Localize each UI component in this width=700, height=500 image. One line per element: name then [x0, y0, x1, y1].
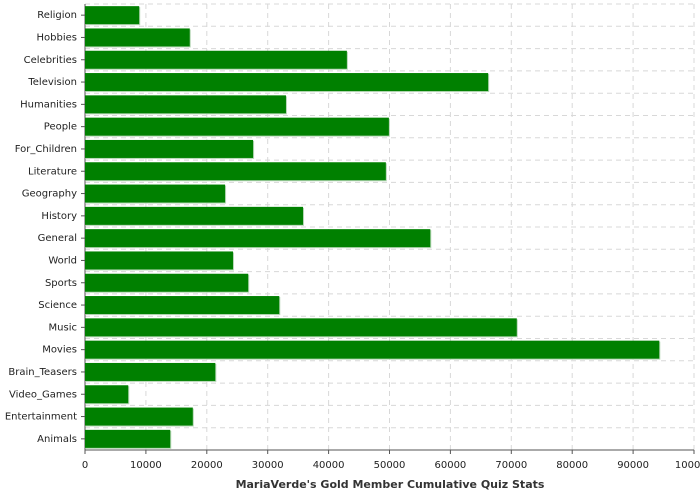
bar: [85, 206, 304, 225]
y-tick-label: General: [38, 233, 77, 244]
y-tick-label: Movies: [42, 345, 77, 356]
y-tick-label: People: [44, 122, 77, 133]
y-tick-label: For_Children: [15, 144, 77, 155]
y-tick-label: Science: [38, 300, 77, 311]
x-tick-label: 50000: [374, 460, 406, 471]
x-tick-label: 40000: [313, 460, 345, 471]
bar: [85, 273, 249, 292]
y-tick-label: Sports: [45, 278, 77, 289]
y-tick-label: World: [48, 255, 77, 266]
bar: [85, 340, 660, 359]
bar: [85, 50, 347, 69]
y-tick-label: Television: [27, 77, 77, 88]
y-tick-label: Hobbies: [37, 32, 77, 43]
bar: [85, 117, 389, 136]
x-tick-label: 60000: [434, 460, 466, 471]
y-tick-label: Brain_Teasers: [8, 367, 77, 378]
bar: [85, 251, 233, 270]
bar: [85, 73, 489, 92]
y-tick-label: Religion: [37, 10, 77, 21]
x-axis-title: MariaVerde's Gold Member Cumulative Quiz…: [236, 478, 545, 491]
bar: [85, 95, 286, 114]
y-tick-label: Geography: [22, 189, 77, 200]
bar: [85, 6, 140, 25]
x-tick-label: 100000: [675, 460, 700, 471]
bar: [85, 229, 431, 248]
x-tick-label: 70000: [495, 460, 527, 471]
x-tick-label: 10000: [130, 460, 162, 471]
bar: [85, 139, 254, 158]
y-tick-label: Celebrities: [24, 55, 77, 66]
y-tick-label: Humanities: [20, 99, 77, 110]
bar: [85, 385, 129, 404]
y-tick-label: Video_Games: [9, 389, 77, 400]
y-tick-label: Literature: [28, 166, 77, 177]
y-tick-label: History: [41, 211, 77, 222]
x-tick-label: 20000: [191, 460, 223, 471]
x-tick-label: 0: [82, 460, 88, 471]
bar: [85, 184, 226, 203]
bar: [85, 296, 280, 315]
x-tick-label: 90000: [617, 460, 649, 471]
bar: [85, 162, 386, 181]
y-tick-label: Animals: [37, 434, 77, 445]
bar: [85, 407, 193, 426]
bar: [85, 28, 190, 47]
x-tick-label: 30000: [252, 460, 284, 471]
bar: [85, 362, 216, 381]
x-tick-label: 80000: [556, 460, 588, 471]
bar: [85, 429, 171, 448]
bar: [85, 318, 517, 337]
y-tick-label: Entertainment: [5, 412, 77, 423]
y-tick-label: Music: [49, 322, 77, 333]
